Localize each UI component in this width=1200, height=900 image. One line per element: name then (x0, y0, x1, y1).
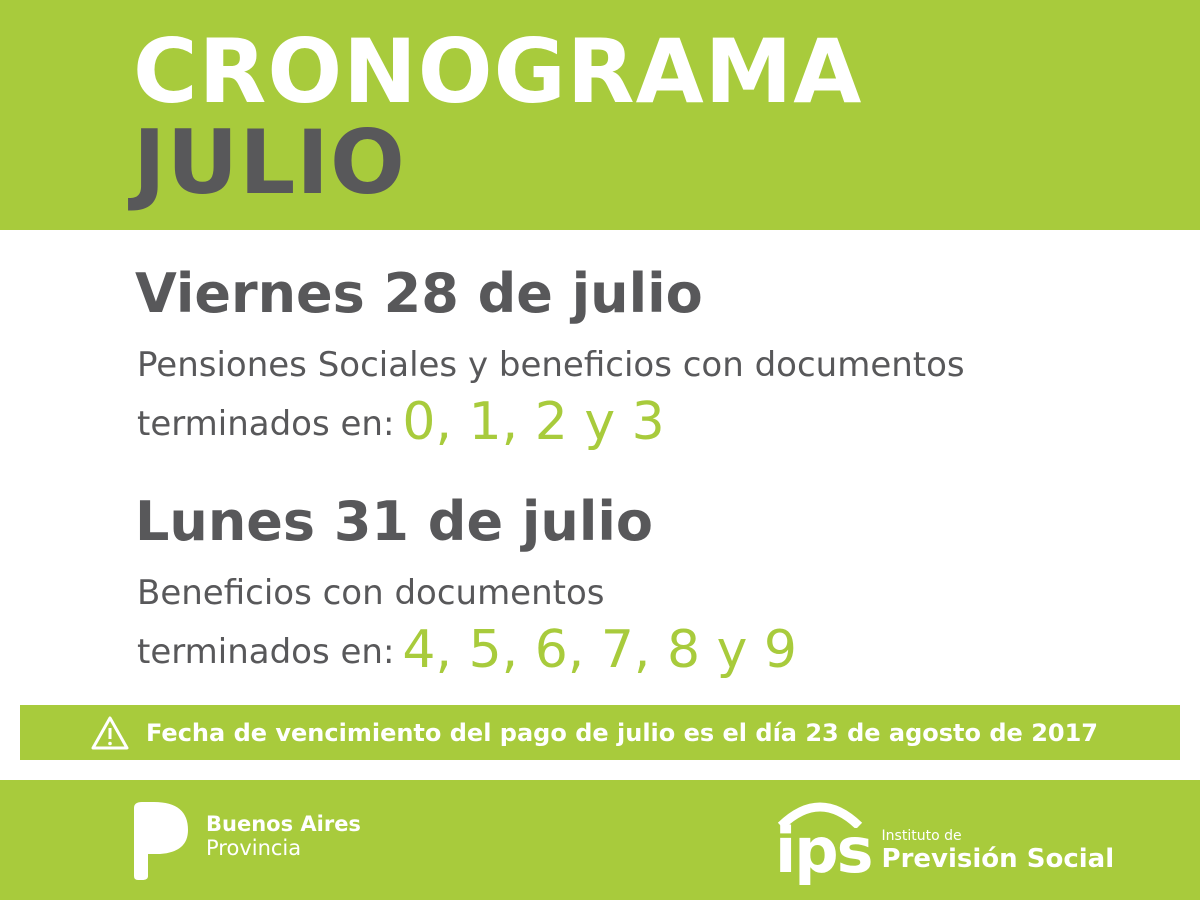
ba-logo-line2: Provincia (206, 836, 302, 860)
provincia-p-icon (134, 802, 188, 880)
schedule-ending-1: terminados en: 0, 1, 2 y 3 (137, 396, 665, 448)
ips-arc-icon (777, 802, 863, 828)
ips-mark: ips (775, 814, 874, 887)
schedule-description-2: Beneficios con documentos (137, 573, 605, 613)
ips-logo: ips Instituto de Previsión Social (775, 798, 1114, 882)
schedule-description-1: Pensiones Sociales y beneficios con docu… (137, 345, 965, 385)
footer-band: Buenos Aires Provincia ips Instituto de … (0, 780, 1200, 900)
schedule-ending-2: terminados en: 4, 5, 6, 7, 8 y 9 (137, 624, 797, 676)
schedule-day-1: Viernes 28 de julio (135, 262, 703, 325)
title: CRONOGRAMA (133, 20, 863, 123)
ips-line2: Previsión Social (881, 844, 1115, 874)
buenos-aires-logo: Buenos Aires Provincia (130, 800, 361, 880)
month-title: JULIO (133, 111, 406, 214)
notice-banner: Fecha de vencimiento del pago de julio e… (20, 705, 1180, 760)
ba-logo-line1: Buenos Aires (206, 812, 361, 836)
ending-digits: 0, 1, 2 y 3 (402, 392, 665, 452)
warning-icon (91, 716, 129, 749)
schedule-day-2: Lunes 31 de julio (135, 490, 653, 553)
ips-line1: Instituto de (881, 828, 962, 844)
notice-text: Fecha de vencimiento del pago de julio e… (146, 718, 1098, 747)
ending-label: terminados en: (137, 404, 395, 444)
ending-label: terminados en: (137, 632, 395, 672)
header-band: CRONOGRAMA JULIO (0, 0, 1200, 230)
ending-digits: 4, 5, 6, 7, 8 y 9 (402, 620, 797, 680)
